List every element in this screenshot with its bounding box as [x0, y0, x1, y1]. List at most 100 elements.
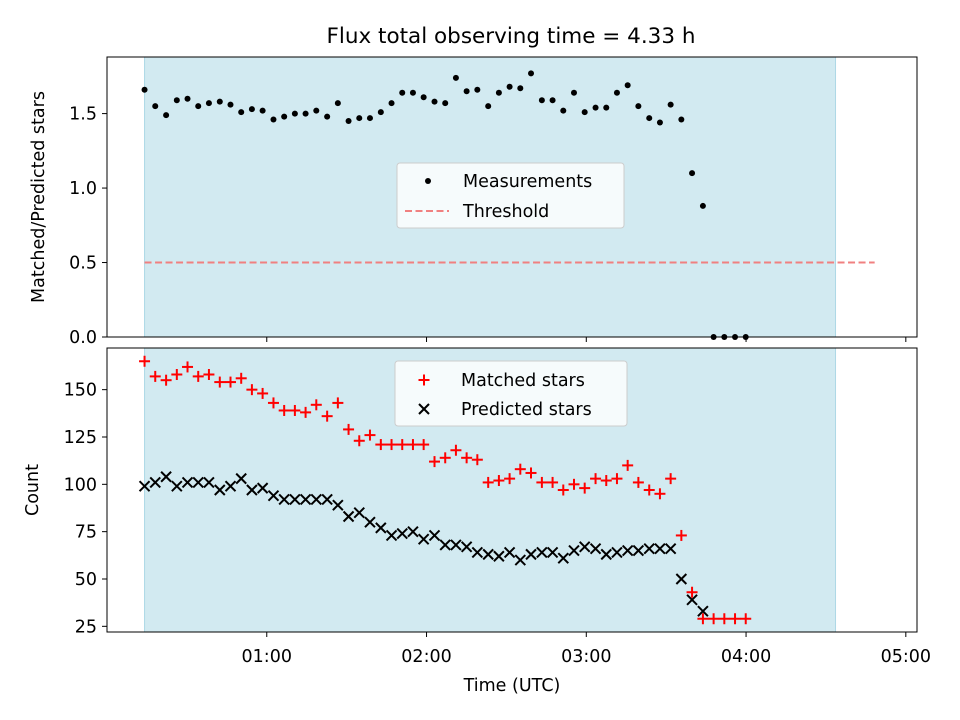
matched-star-point — [192, 370, 204, 382]
predicted-star-point — [460, 541, 473, 553]
legend-matched-glyph — [418, 374, 430, 386]
measurement-point — [624, 82, 631, 89]
counts-y-tick-label: 125 — [64, 428, 97, 448]
x-tick-label: 02:00 — [401, 647, 451, 667]
matched-star-point — [665, 473, 677, 485]
predicted-star-point — [578, 541, 591, 553]
predicted-star-point — [557, 552, 569, 564]
matched-star-point — [632, 476, 644, 488]
measurement-point — [678, 116, 685, 123]
measurement-point — [366, 115, 373, 122]
x-axis-label: Time (UTC) — [463, 676, 561, 696]
matched-star-point — [729, 613, 741, 625]
matched-star-point — [697, 613, 709, 625]
measurement-point — [592, 104, 599, 111]
measurement-point — [173, 97, 180, 104]
measurement-point — [560, 107, 567, 114]
x-tick-label: 05:00 — [881, 647, 931, 667]
matched-star-point — [300, 406, 312, 418]
measurement-point — [399, 89, 406, 96]
measurement-point — [442, 100, 449, 107]
matched-star-point — [257, 387, 269, 399]
predicted-star-point — [428, 529, 441, 542]
matched-star-point — [278, 404, 290, 416]
predicted-star-point — [246, 484, 258, 496]
matched-star-point — [386, 439, 398, 451]
measurement-point — [656, 119, 663, 126]
predicted-star-point — [214, 484, 226, 496]
ratio-legend: Measurements Threshold — [396, 162, 625, 229]
ratio-y-tick-label: 0.0 — [69, 328, 97, 348]
predicted-star-point — [138, 480, 151, 492]
matched-star-point — [407, 439, 419, 451]
matched-star-point — [461, 452, 473, 464]
predicted-star-point — [439, 539, 451, 551]
matched-star-point — [289, 404, 301, 416]
chart-title: Flux total observing time = 4.33 h — [327, 24, 696, 49]
measurement-point — [689, 170, 696, 177]
predicted-star-point — [342, 510, 355, 523]
measurement-point — [345, 118, 352, 125]
measurement-point — [163, 112, 170, 119]
measurement-point — [646, 115, 653, 122]
matched-star-point — [611, 473, 623, 485]
matched-star-point — [224, 376, 236, 388]
measurement-point — [238, 109, 245, 116]
predicted-star-point — [267, 489, 280, 502]
predicted-star-point — [353, 507, 365, 519]
predicted-star-point — [536, 546, 548, 559]
predicted-star-point — [310, 493, 322, 506]
x-tick-label: 01:00 — [242, 647, 292, 667]
matched-star-point — [579, 482, 591, 494]
measurement-point — [334, 100, 341, 107]
matched-star-point — [343, 423, 355, 435]
predicted-star-point — [525, 548, 537, 561]
measurement-point — [195, 103, 202, 110]
matched-star-point — [310, 399, 322, 411]
legend-measurements-label: Measurements — [463, 172, 592, 192]
ratio-y-axis-label: Matched/Predicted stars — [29, 91, 49, 303]
matched-star-point — [353, 435, 365, 447]
legend-matched-marker — [418, 374, 430, 386]
predicted-star-point — [385, 529, 398, 542]
predicted-star-point — [546, 546, 559, 559]
predicted-star-point — [664, 542, 677, 555]
legend-matched-label: Matched stars — [461, 371, 585, 391]
measurement-point — [216, 98, 223, 105]
measurement-point — [409, 89, 416, 96]
matched-star-point — [493, 475, 505, 487]
ratio-y-tick-label: 1.5 — [69, 105, 97, 125]
predicted-star-point — [149, 476, 161, 489]
predicted-star-point — [686, 594, 698, 606]
matched-star-point — [654, 488, 666, 500]
legend-predicted-label: Predicted stars — [461, 400, 592, 420]
measurement-point — [517, 85, 524, 92]
predicted-star-point — [632, 544, 645, 557]
predicted-star-point — [321, 493, 333, 506]
measurement-point — [667, 101, 674, 108]
matched-star-point — [171, 369, 183, 381]
measurement-point — [248, 106, 255, 113]
matched-star-point — [482, 476, 494, 488]
legend-predicted-glyph — [418, 403, 430, 415]
measurement-point — [420, 94, 427, 101]
matched-star-point — [718, 613, 730, 625]
predicted-star-point — [514, 554, 527, 566]
measurement-point — [581, 109, 588, 116]
predicted-star-point — [224, 480, 237, 492]
measurement-point — [570, 89, 577, 96]
predicted-star-point — [471, 546, 484, 559]
predicted-star-point — [256, 482, 269, 494]
measurement-point — [549, 97, 556, 104]
matched-star-point — [332, 397, 344, 409]
matched-star-point — [235, 372, 247, 384]
x-tick-label: 03:00 — [561, 647, 611, 667]
predicted-star-point — [450, 539, 462, 551]
measurement-point — [528, 70, 535, 77]
matched-star-point — [686, 586, 698, 598]
predicted-star-point — [482, 548, 494, 561]
matched-star-point — [418, 439, 430, 451]
measurement-point — [152, 103, 159, 110]
matched-star-point — [139, 355, 151, 367]
measurement-point — [141, 86, 148, 93]
